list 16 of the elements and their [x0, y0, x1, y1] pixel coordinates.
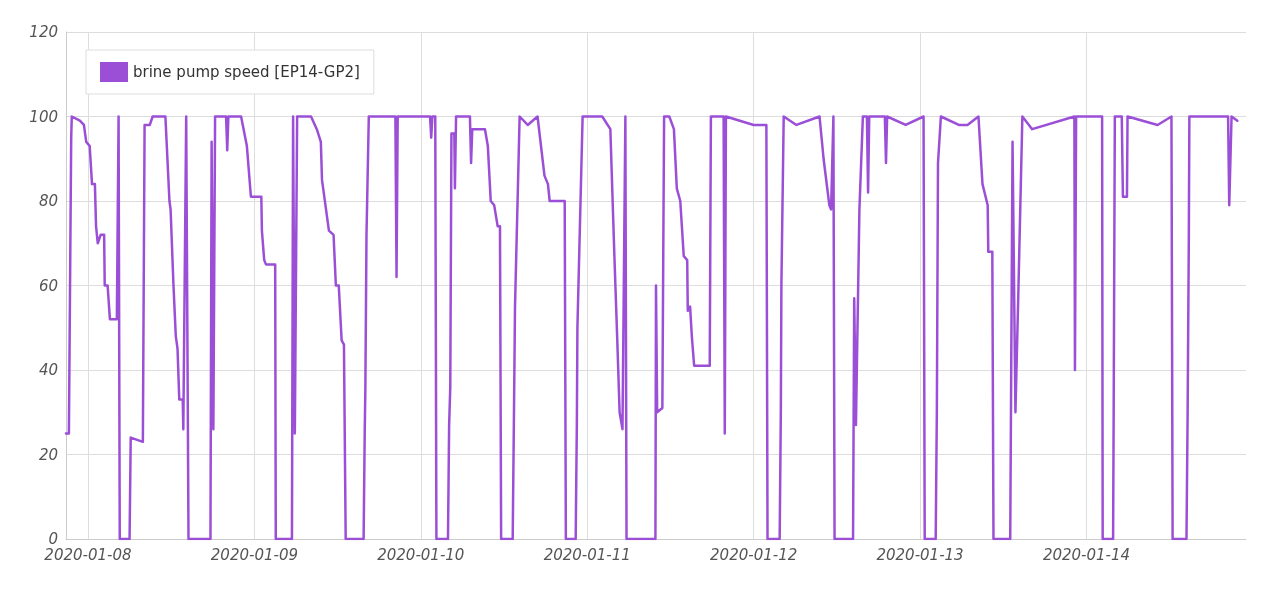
x-tick-label: 2020-01-13	[876, 545, 964, 564]
x-tick-label: 2020-01-10	[377, 545, 465, 564]
y-tick-label: 20	[38, 445, 58, 464]
x-tick-label: 2020-01-09	[210, 545, 298, 564]
x-tick-label: 2020-01-12	[710, 545, 798, 564]
x-tick-label: 2020-01-11	[543, 545, 631, 564]
y-tick-label: 40	[38, 361, 58, 379]
y-tick-label: 0	[48, 530, 58, 548]
y-tick-label: 120	[29, 23, 58, 41]
y-tick-label: 100	[29, 107, 58, 126]
legend-label: brine pump speed [EP14-GP2]	[133, 63, 360, 81]
line-series	[64, 115, 1239, 541]
x-tick-label: 2020-01-08	[44, 545, 132, 564]
y-tick-label: 80	[38, 192, 58, 210]
y-tick-label: 60	[38, 276, 58, 295]
x-tick-label: 2020-01-14	[1042, 545, 1131, 564]
